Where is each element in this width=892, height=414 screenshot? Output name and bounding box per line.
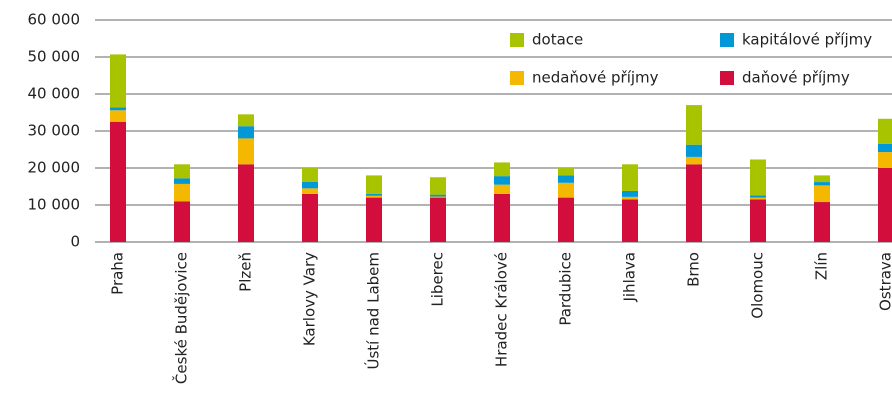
bar-segment xyxy=(750,159,766,196)
bar-segment xyxy=(366,197,382,242)
bar-segment xyxy=(430,194,446,197)
x-tick-label: Jihlava xyxy=(621,252,639,303)
x-tick-label: Hradec Králové xyxy=(493,252,511,367)
bar-segment xyxy=(110,121,126,242)
legend-label: nedaňové příjmy xyxy=(532,69,659,87)
bar-segment xyxy=(750,195,766,198)
bar-segment xyxy=(750,199,766,242)
legend-swatch xyxy=(510,33,524,47)
legend-label: daňové příjmy xyxy=(742,69,850,87)
bar-segment xyxy=(174,183,190,202)
bar-segment xyxy=(686,156,702,165)
bar-segment xyxy=(366,195,382,198)
y-tick-label: 30 000 xyxy=(28,122,81,140)
x-tick-label: Zlín xyxy=(813,252,831,280)
bar-segment xyxy=(814,182,830,186)
bar-segment xyxy=(430,177,446,195)
bar-segment xyxy=(686,164,702,242)
x-tick-label: Ústí nad Labem xyxy=(364,252,383,370)
y-tick-label: 40 000 xyxy=(28,85,81,103)
bar-segment xyxy=(494,176,510,185)
bar-segment xyxy=(110,107,126,111)
bar-segment xyxy=(814,202,830,242)
legend-swatch xyxy=(720,33,734,47)
bar-segment xyxy=(814,185,830,203)
bar-segment xyxy=(622,190,638,197)
bar-segment xyxy=(174,178,190,184)
legend-label: dotace xyxy=(532,31,583,49)
bar-segment xyxy=(558,175,574,183)
bar-segment xyxy=(878,118,892,144)
x-tick-label: Plzeň xyxy=(237,252,255,292)
bar-segment xyxy=(878,168,892,242)
y-tick-label: 20 000 xyxy=(28,159,81,177)
bar-segment xyxy=(238,114,254,127)
bar-segment xyxy=(750,197,766,200)
bar-segment xyxy=(878,143,892,153)
y-tick-label: 60 000 xyxy=(28,11,81,29)
x-tick-label: Liberec xyxy=(429,252,447,307)
y-tick-label: 0 xyxy=(70,233,80,251)
bar-segment xyxy=(686,144,702,157)
bar-segment xyxy=(366,175,382,194)
bar-segment xyxy=(302,193,318,242)
bar-segment xyxy=(494,193,510,242)
x-tick-label: Olomouc xyxy=(749,252,767,319)
x-tick-label: České Budějovice xyxy=(172,252,191,384)
x-tick-label: Pardubice xyxy=(557,252,575,326)
bar-segment xyxy=(366,193,382,196)
legend-label: kapitálové příjmy xyxy=(742,31,872,49)
y-tick-label: 50 000 xyxy=(28,48,81,66)
bar-segment xyxy=(494,162,510,177)
bar-segment xyxy=(238,164,254,242)
x-tick-label: Praha xyxy=(109,252,127,295)
bar-segment xyxy=(814,175,830,183)
bar-segment xyxy=(494,184,510,194)
bar-segment xyxy=(238,138,254,165)
bar-segment xyxy=(174,201,190,242)
bar-segment xyxy=(622,164,638,191)
bar-segment xyxy=(686,105,702,145)
bar-segment xyxy=(110,54,126,108)
x-tick-label: Karlovy Vary xyxy=(301,252,319,346)
bar-segment xyxy=(238,126,254,139)
bar-segment xyxy=(558,168,574,176)
bar-segment xyxy=(110,110,126,122)
bar-segment xyxy=(302,168,318,182)
y-tick-label: 10 000 xyxy=(28,196,81,214)
bar-segment xyxy=(622,199,638,242)
legend-swatch xyxy=(720,71,734,85)
bar-segment xyxy=(174,164,190,179)
bar-segment xyxy=(430,196,446,198)
bar-segment xyxy=(302,188,318,194)
bar-segment xyxy=(558,197,574,242)
bar-segment xyxy=(302,181,318,189)
bar-segment xyxy=(558,182,574,198)
bar-segment xyxy=(878,152,892,168)
legend-swatch xyxy=(510,71,524,85)
bar-segment xyxy=(622,196,638,200)
x-tick-label: Ostrava xyxy=(877,252,892,311)
x-tick-label: Brno xyxy=(685,252,703,287)
bar-segment xyxy=(430,197,446,242)
